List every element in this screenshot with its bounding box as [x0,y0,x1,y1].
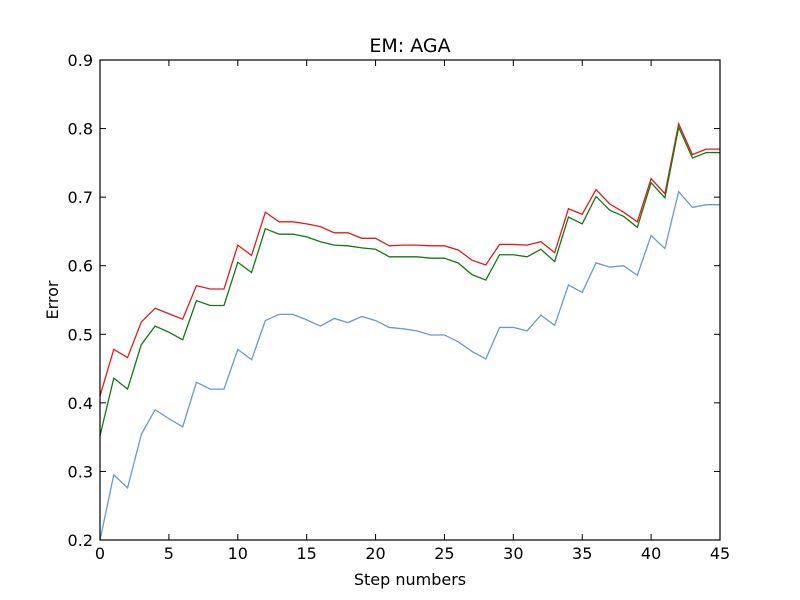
x-tick-label: 5 [164,544,174,563]
y-tick-label: 0.5 [68,325,93,344]
axis-ticks: 0 5 10 15 20 25 30 35 40 45 0.2 0.3 0.4 0.5 0.6 0.7 0.8 0… [68,51,731,563]
series-line-1 [99,121,720,397]
x-tick-label: 0 [95,544,105,563]
x-tick-label: 25 [434,544,454,563]
x-tick-label: 30 [503,544,523,563]
x-tick-label: 10 [228,544,248,563]
x-tick-label: 45 [710,544,730,563]
series-line-2 [99,125,720,436]
y-tick-label: 0.7 [68,188,93,207]
y-tick-label: 0.3 [68,462,93,481]
x-tick-label: 15 [296,544,316,563]
x-tick-label: 40 [641,544,661,563]
plot-area [99,121,720,541]
x-tick-label: 20 [365,544,385,563]
y-tick-label: 0.2 [68,531,93,550]
y-tick-label: 0.8 [68,120,93,139]
y-tick-label: 0.4 [68,394,93,413]
y-tick-label: 0.6 [68,257,93,276]
plot-frame [99,59,721,541]
x-tick-label: 35 [572,544,592,563]
y-axis-label: Error [43,280,62,319]
x-axis-label: Step numbers [354,570,466,589]
series-line-3 [99,190,720,541]
chart-title: EM: AGA [369,35,450,57]
y-tick-label: 0.9 [68,51,93,70]
